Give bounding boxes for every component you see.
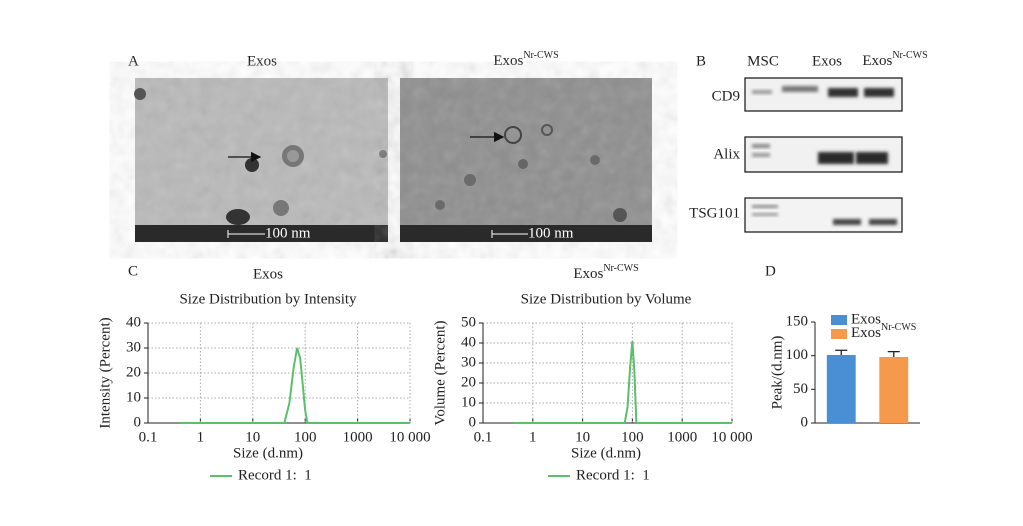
y-tick-label: 20	[126, 364, 141, 380]
y-tick-label: 100	[786, 347, 809, 363]
chart-title: Exos	[253, 266, 283, 282]
y-tick-label: 50	[461, 314, 476, 330]
x-tick-label: 1000	[667, 429, 697, 445]
x-tick-label: 1000	[343, 429, 373, 445]
x-tick-label: 100	[294, 429, 317, 445]
panel-label: A	[128, 53, 139, 69]
legend-label-sup: Nr-CWS	[881, 322, 916, 333]
chart-title-sup: Nr-CWS	[603, 263, 638, 274]
panel-label: D	[765, 263, 776, 279]
y-axis-label: Peak/(d.nm)	[769, 336, 785, 410]
lane-label: MSC	[747, 53, 779, 69]
lane-label: Exos	[812, 53, 842, 69]
x-tick-label: 0.1	[139, 429, 158, 445]
blot	[744, 136, 903, 173]
panel-label: B	[696, 53, 706, 69]
image-title: ExosNr-CWS	[493, 50, 558, 69]
y-tick-label: 10	[461, 394, 476, 410]
legend-label: Record 1: 1	[238, 467, 312, 483]
blot	[744, 197, 903, 233]
x-tick-label: 10	[575, 429, 590, 445]
y-tick-label: 0	[469, 414, 477, 430]
data-line	[512, 340, 732, 424]
x-tick-label: 10 000	[711, 429, 752, 445]
legend-label: Exos	[851, 311, 881, 327]
image-title: Exos	[247, 53, 277, 69]
blot	[744, 77, 903, 112]
y-tick-label: 10	[126, 389, 141, 405]
y-tick-label: 40	[126, 314, 141, 330]
y-tick-label: 0	[134, 414, 142, 430]
protein-label: Alix	[713, 146, 740, 162]
x-tick-label: 10 000	[389, 429, 430, 445]
bar	[879, 357, 909, 423]
y-tick-label: 150	[786, 313, 809, 329]
y-tick-label: 30	[461, 354, 476, 370]
legend-label: ExosNr-CWS	[851, 322, 916, 341]
tem-image: 100 nm	[400, 78, 652, 242]
x-tick-label: 0.1	[474, 429, 493, 445]
chart-subtitle: Size Distribution by Intensity	[179, 291, 357, 307]
legend-label: Record 1: 1	[576, 467, 650, 483]
bar	[826, 354, 856, 423]
legend-swatch	[831, 329, 847, 339]
y-tick-label: 30	[126, 339, 141, 355]
protein-label: CD9	[712, 88, 740, 104]
protein-label: TSG101	[689, 205, 740, 221]
legend-label-base: Exos	[851, 325, 881, 341]
data-line	[179, 347, 410, 424]
chart-title: ExosNr-CWS	[573, 263, 638, 282]
x-axis-label: Size (d.nm)	[233, 445, 303, 461]
legend-swatch	[831, 315, 847, 325]
y-tick-label: 40	[461, 334, 476, 350]
scale-bar-label: 100 nm	[528, 225, 574, 241]
chart-title-base: Exos	[573, 266, 603, 282]
lane-label: ExosNr-CWS	[862, 50, 927, 69]
x-axis-label: Size (d.nm)	[571, 445, 641, 461]
y-tick-label: 0	[801, 414, 809, 430]
x-tick-label: 1	[529, 429, 537, 445]
x-tick-label: 1	[197, 429, 205, 445]
x-tick-label: 10	[245, 429, 260, 445]
y-axis-label: Volume (Percent)	[432, 320, 448, 425]
tem-image: 100 nm	[134, 78, 388, 242]
chart-subtitle: Size Distribution by Volume	[521, 291, 692, 307]
panel-label: C	[128, 263, 138, 279]
y-tick-label: 20	[461, 374, 476, 390]
y-tick-label: 50	[793, 381, 808, 397]
x-tick-label: 100	[621, 429, 644, 445]
scale-bar-label: 100 nm	[265, 225, 311, 241]
y-axis-label: Intensity (Percent)	[97, 317, 113, 428]
